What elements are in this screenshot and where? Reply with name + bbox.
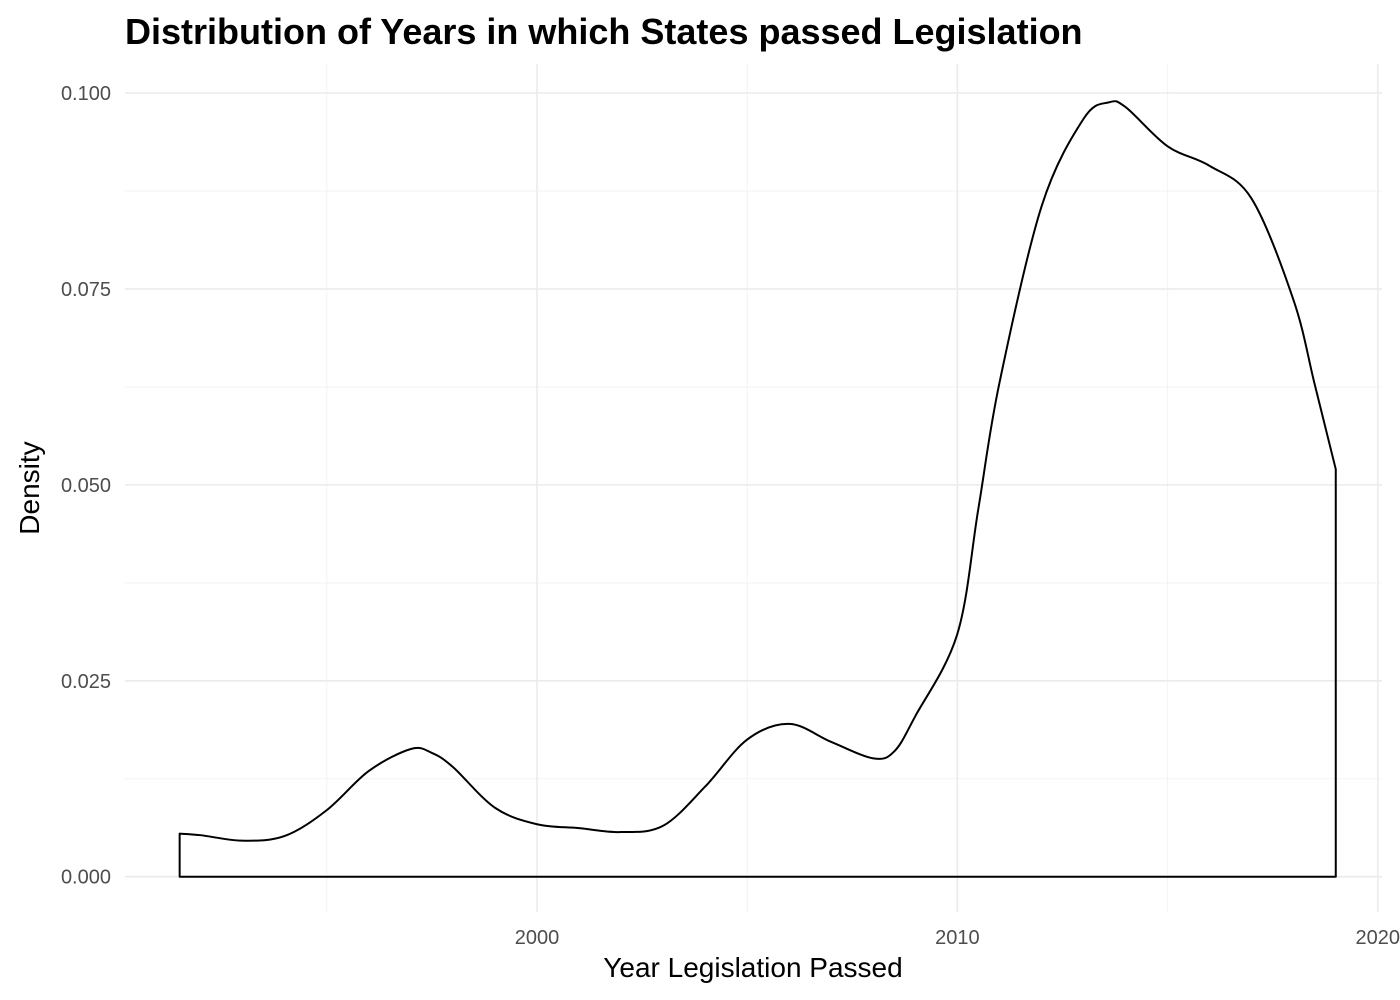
x-axis-ticks: 2000 2010 2020 [515,927,1400,949]
chart-title: Distribution of Years in which States pa… [125,11,1083,52]
y-axis-ticks: 0.000 0.025 0.050 0.075 0.100 [61,83,111,889]
y-tick-label: 0.025 [61,671,111,693]
y-axis-label: Density [14,441,45,534]
plot-area [178,100,1337,878]
x-axis-label: Year Legislation Passed [603,952,902,983]
y-tick-label: 0.100 [61,83,111,105]
y-tick-label: 0.000 [61,867,111,889]
x-tick-label: 2020 [1356,927,1400,949]
y-tick-label: 0.075 [61,279,111,301]
x-tick-label: 2010 [935,927,980,949]
density-curve [178,100,1337,878]
y-tick-label: 0.050 [61,475,111,497]
minor-gridlines [125,64,1382,912]
x-tick-label: 2000 [515,927,560,949]
